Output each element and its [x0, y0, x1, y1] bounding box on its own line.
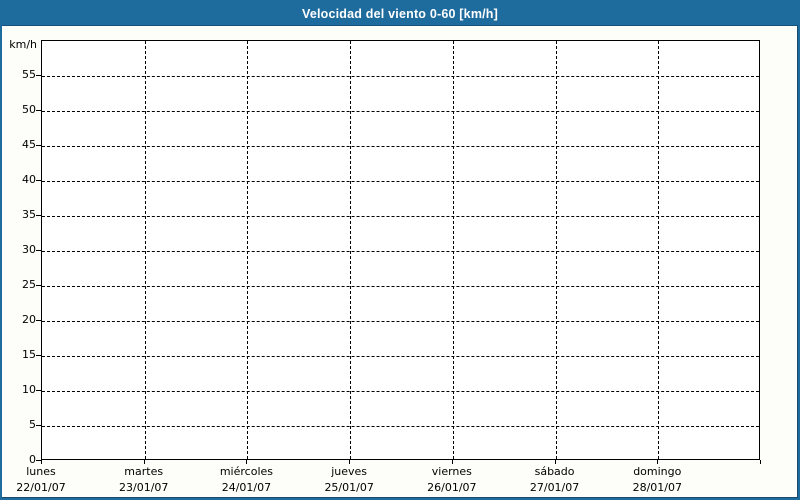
h-gridline	[42, 251, 759, 252]
day-date: 25/01/07	[324, 481, 374, 494]
v-gridline	[555, 41, 557, 459]
day-name: martes	[124, 465, 164, 478]
x-tick-mark	[760, 460, 761, 464]
y-tick-mark	[36, 285, 42, 286]
y-tick-mark	[36, 180, 42, 181]
y-axis-unit-label: km/h	[9, 38, 37, 51]
y-tick-label: 10	[22, 383, 36, 396]
x-tick-mark	[143, 460, 145, 464]
y-tick-label: 35	[22, 208, 36, 221]
x-tick-label: miércoles 24/01/07	[181, 464, 311, 496]
y-tick-mark	[36, 390, 42, 391]
x-tick-mark	[349, 460, 351, 464]
x-tick-mark	[451, 460, 453, 464]
x-tick-mark	[554, 460, 556, 464]
day-name: viernes	[431, 465, 472, 478]
y-tick-mark	[36, 250, 42, 251]
h-gridline	[42, 146, 759, 147]
y-tick-label: 45	[22, 138, 36, 151]
h-gridline	[42, 76, 759, 77]
y-tick-label: 25	[22, 278, 36, 291]
v-gridline	[350, 41, 352, 459]
day-date: 23/01/07	[119, 481, 169, 494]
h-gridline	[42, 111, 759, 112]
x-tick-label: martes 23/01/07	[79, 464, 209, 496]
x-tick-label: domingo 28/01/07	[592, 464, 722, 496]
y-tick-label: 15	[22, 348, 36, 361]
y-tick-mark	[36, 110, 42, 111]
day-name: domingo	[633, 465, 682, 478]
x-tick-label: viernes 26/01/07	[387, 464, 517, 496]
y-tick-mark	[36, 320, 42, 321]
y-tick-label: 50	[22, 103, 36, 116]
x-tick-label: sábado 27/01/07	[490, 464, 620, 496]
y-tick-label: 0	[29, 453, 36, 466]
chart-title-bar: Velocidad del viento 0-60 [km/h]	[2, 2, 798, 26]
x-tick-mark	[657, 460, 659, 464]
y-tick-mark	[36, 75, 42, 76]
plot-area	[41, 40, 760, 460]
day-name: miércoles	[219, 465, 273, 478]
h-gridline	[42, 321, 759, 322]
v-gridline	[247, 41, 249, 459]
y-tick-label: 55	[22, 68, 36, 81]
y-tick-mark	[36, 145, 42, 146]
h-gridline	[42, 391, 759, 392]
y-tick-mark	[36, 355, 42, 356]
x-tick-mark	[41, 460, 42, 464]
x-tick-label: jueves 25/01/07	[284, 464, 414, 496]
y-tick-mark	[36, 460, 42, 461]
y-tick-mark	[36, 425, 42, 426]
day-date: 27/01/07	[529, 481, 580, 494]
day-name: sábado	[534, 465, 575, 478]
y-tick-label: 30	[22, 243, 36, 256]
y-tick-mark	[36, 215, 42, 216]
day-date: 28/01/07	[632, 481, 682, 494]
y-tick-label: 5	[29, 418, 36, 431]
x-tick-mark	[246, 460, 248, 464]
x-tick-label: lunes 22/01/07	[2, 464, 106, 496]
h-gridline	[42, 286, 759, 287]
chart-title: Velocidad del viento 0-60 [km/h]	[301, 6, 499, 21]
day-name: jueves	[331, 465, 368, 478]
y-tick-label: 20	[22, 313, 36, 326]
day-name: lunes	[26, 465, 56, 478]
day-date: 24/01/07	[221, 481, 272, 494]
day-date: 26/01/07	[427, 481, 477, 494]
h-gridline	[42, 356, 759, 357]
y-tick-label: 40	[22, 173, 36, 186]
h-gridline	[42, 216, 759, 217]
v-gridline	[658, 41, 660, 459]
h-gridline	[42, 181, 759, 182]
day-date: 22/01/07	[16, 481, 66, 494]
v-gridline	[144, 41, 146, 459]
h-gridline	[42, 426, 759, 427]
v-gridline	[452, 41, 454, 459]
